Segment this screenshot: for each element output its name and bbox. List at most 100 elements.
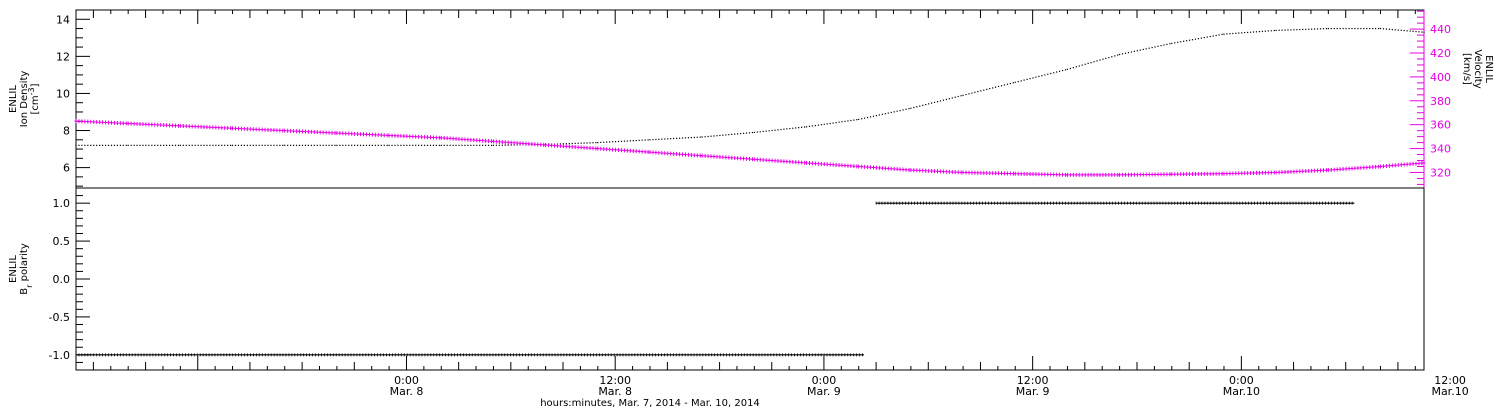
density-point <box>936 101 939 103</box>
density-point <box>684 137 687 139</box>
density-point <box>673 137 675 140</box>
density-point <box>1078 65 1080 67</box>
density-point <box>107 144 110 146</box>
density-point <box>748 132 751 134</box>
axis-title-subscript: r <box>25 284 34 288</box>
density-point <box>1075 66 1077 68</box>
density-point <box>1047 73 1049 75</box>
density-point <box>316 144 318 146</box>
density-point <box>234 144 237 146</box>
density-point <box>875 115 878 117</box>
density-point <box>905 108 907 110</box>
density-point <box>805 126 808 128</box>
axis-title-superscript: -3 <box>27 87 36 95</box>
density-point <box>102 144 104 146</box>
density-point <box>872 115 875 117</box>
density-point <box>418 144 420 146</box>
density-point <box>617 140 620 143</box>
density-point <box>110 144 113 146</box>
density-point <box>1275 29 1277 31</box>
density-point <box>438 144 440 146</box>
density-point <box>1305 28 1307 30</box>
right-axis-tick-label: 440 <box>1430 23 1451 36</box>
density-point <box>1232 32 1234 35</box>
density-point <box>249 144 251 146</box>
density-point <box>1226 33 1228 35</box>
density-point <box>574 142 576 144</box>
density-point <box>1154 46 1156 48</box>
density-point <box>1200 37 1202 39</box>
density-point <box>971 92 973 94</box>
density-point <box>166 144 168 146</box>
density-point <box>597 141 599 144</box>
density-point <box>127 144 129 146</box>
density-point <box>1000 85 1003 87</box>
density-point <box>1035 76 1037 78</box>
density-point <box>1050 72 1052 75</box>
density-point <box>1281 29 1283 31</box>
density-point <box>1053 72 1055 74</box>
density-point <box>504 144 506 146</box>
density-point <box>1418 31 1420 33</box>
density-point <box>334 144 336 146</box>
density-point <box>200 144 202 146</box>
density-point <box>1183 40 1185 42</box>
density-point <box>151 144 153 146</box>
density-point <box>699 136 701 138</box>
density-point <box>707 135 709 138</box>
density-point <box>1099 59 1101 61</box>
density-point <box>391 144 393 146</box>
density-point <box>1238 32 1240 34</box>
density-point <box>501 144 503 146</box>
density-point <box>1261 30 1264 32</box>
density-point <box>586 142 588 144</box>
density-point <box>252 144 254 146</box>
density-point <box>1151 46 1153 49</box>
density-point <box>722 134 724 136</box>
density-point <box>1336 27 1338 30</box>
density-point <box>1056 71 1058 73</box>
density-point <box>1133 50 1135 52</box>
density-point <box>1296 29 1298 31</box>
density-point <box>774 129 776 131</box>
density-point <box>1284 29 1286 31</box>
density-point <box>470 144 472 146</box>
density-point <box>415 144 417 146</box>
density-point <box>1174 42 1176 44</box>
density-point <box>1180 41 1182 43</box>
density-point <box>960 95 962 97</box>
density-point <box>768 130 770 132</box>
density-point <box>614 141 617 143</box>
density-point <box>745 132 748 134</box>
density-point <box>336 144 338 146</box>
density-point <box>1322 28 1325 30</box>
density-point <box>1197 38 1200 40</box>
density-point <box>844 120 846 122</box>
density-point <box>559 143 562 145</box>
density-point <box>307 144 309 146</box>
density-point <box>957 95 959 98</box>
density-point <box>850 119 852 122</box>
density-point <box>771 129 773 132</box>
density-point <box>458 144 460 146</box>
density-point <box>1166 43 1168 46</box>
density-point <box>647 139 649 141</box>
density-point <box>887 112 889 114</box>
right-axis-tick-label: 320 <box>1430 166 1451 179</box>
density-point <box>580 142 582 144</box>
bottom-axis-tick-label: -0.5 <box>49 311 70 324</box>
density-point <box>292 144 295 146</box>
x-axis-tick-label-date: Mar.10 <box>1223 385 1260 398</box>
density-point <box>354 144 356 146</box>
density-point <box>194 144 196 146</box>
density-point <box>125 144 127 146</box>
density-point <box>817 124 819 126</box>
density-point <box>1064 69 1067 71</box>
density-point <box>1290 29 1292 31</box>
density-point <box>734 133 736 135</box>
density-point <box>1391 28 1393 31</box>
density-point <box>1339 27 1341 30</box>
top-left-axis-title-line: ENLIL <box>8 85 19 113</box>
